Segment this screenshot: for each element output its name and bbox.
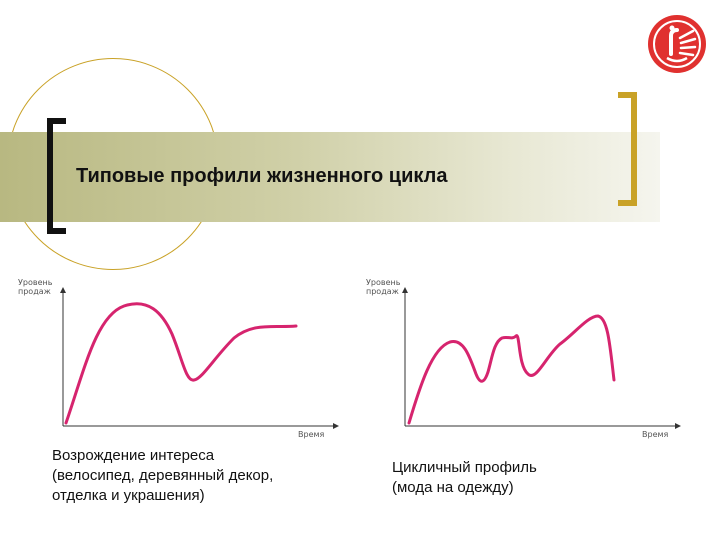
caption-line: Возрождение интереса: [52, 447, 215, 464]
slide-title: Типовые профили жизненного цикла: [76, 165, 448, 187]
caption-line: отделка и украшения): [52, 487, 205, 504]
caption-line: Цикличный профиль: [392, 459, 537, 476]
cyclical-curve: [407, 314, 616, 425]
y-axis-label: Уровень продаж: [366, 278, 401, 296]
revival-curve: [64, 302, 298, 425]
chart-area: [60, 287, 339, 429]
caption-cyclical: Цикличный профиль (мода на одежду): [392, 458, 537, 498]
x-axis-label: Время: [642, 430, 669, 439]
caption-line: (велосипед, деревянный декор,: [52, 467, 274, 484]
company-logo-icon: [648, 15, 706, 73]
chart-area: [402, 287, 681, 429]
caption-revival: Возрождение интереса (велосипед, деревян…: [52, 446, 273, 506]
title-band: [0, 132, 660, 222]
y-axis-label: Уровень продаж: [18, 278, 53, 296]
x-axis-label: Время: [298, 430, 325, 439]
caption-line: (мода на одежду): [392, 479, 514, 496]
left-bracket-icon: [47, 118, 66, 234]
chart-cyclical-profile: Уровень продаж Время: [360, 276, 690, 441]
chart-revival-profile: Уровень продаж Время: [14, 276, 344, 441]
right-bracket-icon: [618, 92, 637, 206]
